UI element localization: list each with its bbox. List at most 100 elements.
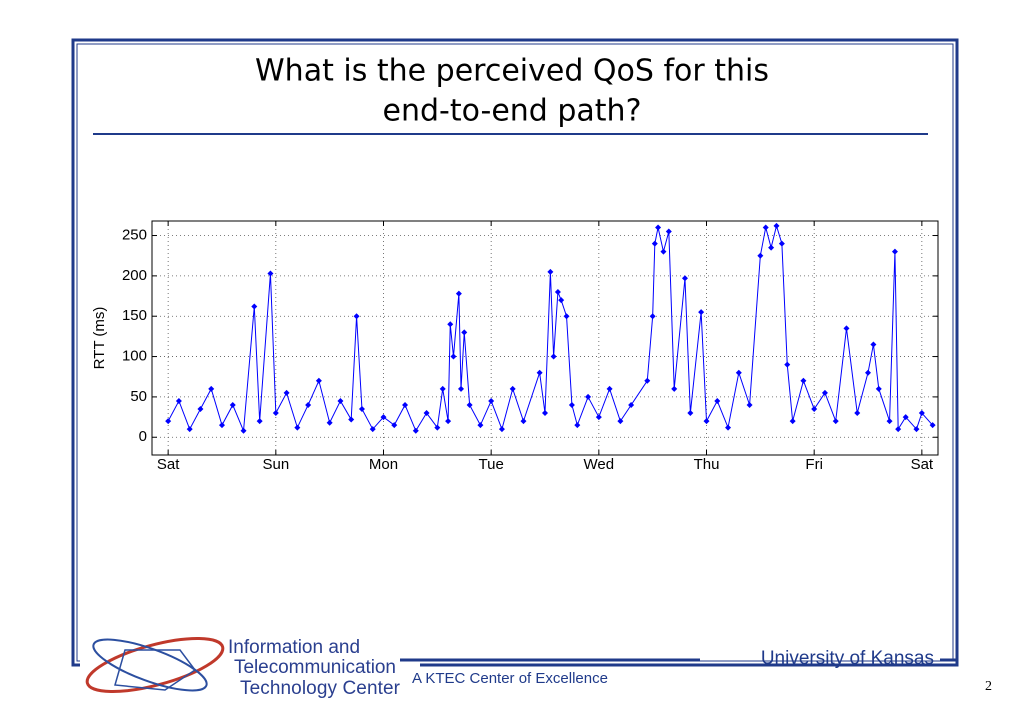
- rtt-point: [477, 422, 484, 429]
- rtt-point: [353, 313, 360, 320]
- rtt-point: [714, 397, 721, 404]
- rtt-point: [595, 414, 602, 421]
- rtt-point: [563, 313, 570, 320]
- rtt-point: [391, 422, 398, 429]
- page-number: 2: [985, 679, 992, 694]
- rtt-point: [687, 410, 694, 417]
- x-tick-label: Mon: [369, 456, 398, 473]
- slide-frame: [71, 38, 959, 667]
- rtt-point: [891, 248, 898, 255]
- rtt-point: [445, 418, 452, 425]
- x-tick-label: Sun: [262, 456, 289, 473]
- rtt-point: [757, 252, 764, 259]
- slide-title-line: end-to-end path?: [382, 94, 641, 129]
- chart: 0 50 100 150 200 250 Sat Sun Mon Tue Wed Thu Fri Sat R…: [91, 220, 939, 473]
- rtt-point: [800, 377, 807, 384]
- slide-title-line: What is the perceived QoS for this: [255, 54, 769, 89]
- rtt-point: [554, 289, 561, 296]
- y-tick-label: 200: [122, 267, 147, 284]
- rtt-point: [811, 406, 818, 413]
- rtt-point: [283, 389, 290, 396]
- rtt-point: [315, 377, 322, 384]
- rtt-point: [929, 422, 936, 429]
- rtt-point: [229, 401, 236, 408]
- rtt-point: [725, 424, 732, 431]
- rtt-point: [671, 385, 678, 392]
- rtt-point: [773, 222, 780, 229]
- rtt-point: [655, 224, 662, 231]
- x-tick-label: Tue: [479, 456, 504, 473]
- rtt-point: [423, 410, 430, 417]
- rtt-point: [843, 325, 850, 332]
- rtt-point: [651, 240, 658, 247]
- rtt-point: [649, 313, 656, 320]
- rtt-point: [865, 369, 872, 376]
- rtt-point: [458, 385, 465, 392]
- rtt-point: [498, 426, 505, 433]
- rtt-point: [550, 353, 557, 360]
- logo-text: Information and: [228, 637, 360, 658]
- rtt-point: [918, 410, 925, 417]
- institution: University of Kansas: [761, 648, 934, 669]
- rtt-point: [272, 410, 279, 417]
- rtt-point: [165, 418, 172, 425]
- rtt-point: [703, 418, 710, 425]
- rtt-point: [348, 416, 355, 423]
- rtt-point: [542, 410, 548, 417]
- y-axis-label: RTT (ms): [91, 307, 108, 370]
- rtt-point: [466, 401, 473, 408]
- rtt-point: [439, 385, 446, 392]
- rtt-point: [854, 410, 861, 417]
- y-tick-label: 250: [122, 226, 147, 243]
- rtt-point: [175, 397, 182, 404]
- rtt-point: [902, 414, 909, 421]
- y-tick-label: 100: [122, 348, 147, 365]
- x-tick-label: Sat: [911, 456, 934, 473]
- rtt-point: [558, 297, 565, 304]
- x-tick-label: Fri: [805, 456, 823, 473]
- rtt-point: [698, 309, 705, 316]
- plot-area: [152, 221, 938, 455]
- rtt-point: [784, 361, 791, 368]
- rtt-point: [886, 418, 893, 425]
- rtt-point: [337, 397, 344, 404]
- rtt-point: [913, 426, 920, 433]
- x-tick-label: Wed: [584, 456, 615, 473]
- rtt-point: [380, 414, 387, 421]
- rtt-point: [789, 418, 796, 425]
- rtt-point: [240, 427, 247, 434]
- rtt-point: [208, 385, 215, 392]
- rtt-point: [369, 426, 376, 433]
- rtt-point: [450, 353, 457, 360]
- rtt-point: [606, 385, 613, 392]
- rtt-point: [447, 321, 454, 328]
- rtt-point: [434, 424, 441, 431]
- rtt-point: [644, 377, 651, 384]
- logo: [85, 637, 225, 693]
- rtt-point: [294, 424, 301, 431]
- rtt-point: [461, 329, 468, 336]
- rtt-point: [197, 406, 204, 413]
- rtt-point: [547, 268, 554, 275]
- rtt-point: [665, 228, 672, 235]
- rtt-point: [520, 418, 527, 425]
- rtt-point: [628, 401, 635, 408]
- rtt-point: [305, 401, 312, 408]
- rtt-point: [660, 248, 667, 255]
- plot-frame: [151, 220, 939, 456]
- rtt-point: [568, 401, 575, 408]
- y-tick-label: 0: [139, 428, 147, 445]
- rtt-point: [412, 427, 419, 434]
- rtt-point: [762, 224, 769, 231]
- rtt-point: [832, 418, 839, 425]
- rtt-point: [402, 401, 409, 408]
- x-tick-label: Sat: [157, 456, 180, 473]
- rtt-point: [455, 290, 462, 297]
- tagline: A KTEC Center of Excellence: [412, 670, 608, 687]
- logo-text: Telecommunication: [234, 657, 396, 678]
- rtt-point: [875, 385, 882, 392]
- rtt-point: [574, 422, 581, 429]
- rtt-point: [536, 369, 543, 376]
